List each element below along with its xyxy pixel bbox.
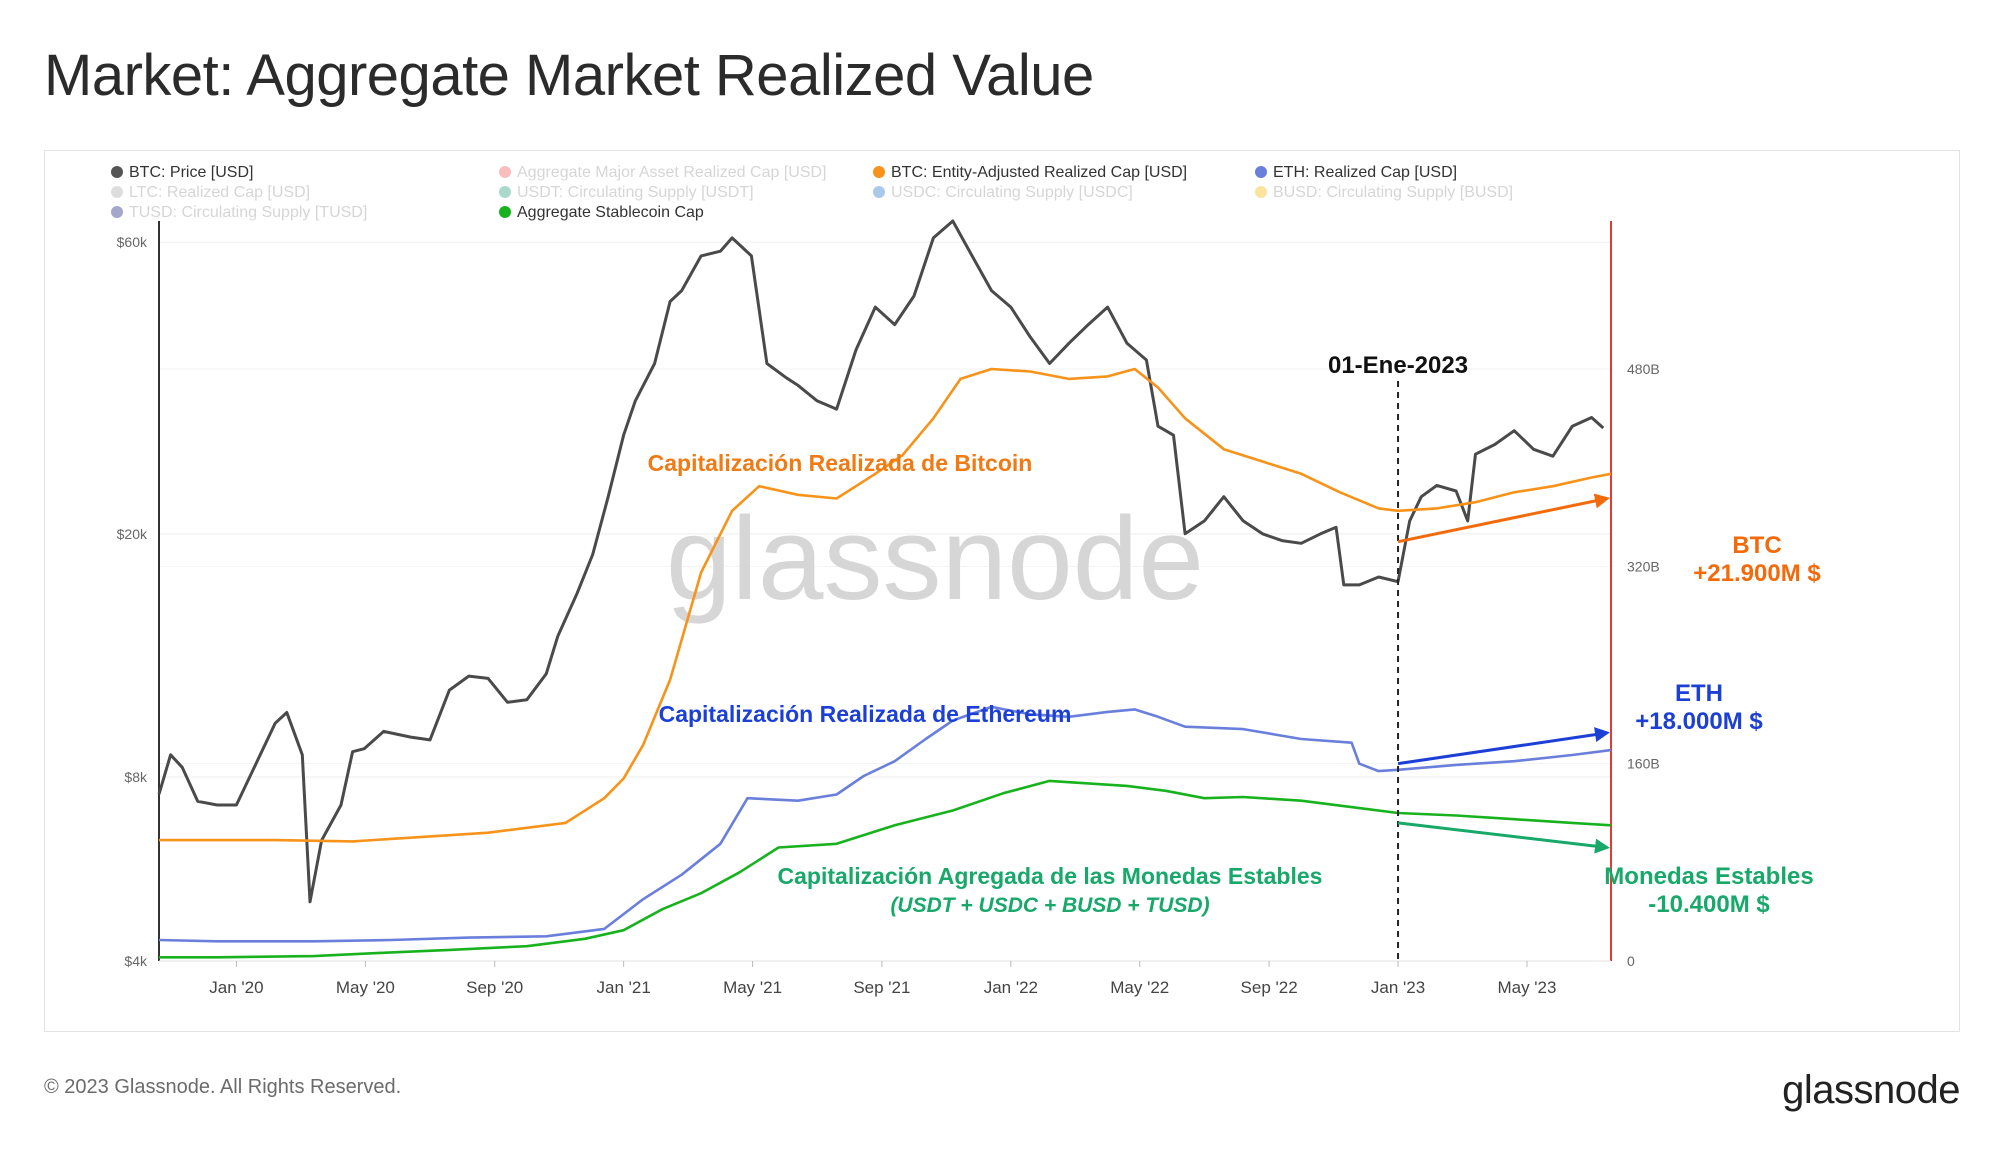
series-line <box>157 219 1605 904</box>
legend-item[interactable]: Aggregate Stablecoin Cap <box>499 204 704 221</box>
change-value-label: +18.000M $ <box>1635 708 1763 735</box>
legend-swatch <box>1255 186 1267 198</box>
series-line <box>159 367 1612 843</box>
x-tick-label: Sep '21 <box>853 978 910 997</box>
legend-label: BTC: Entity-Adjusted Realized Cap [USD] <box>891 164 1187 181</box>
legend-label: USDT: Circulating Supply [USDT] <box>517 184 754 201</box>
legend-swatch <box>499 206 511 218</box>
legend-label: USDC: Circulating Supply [USDC] <box>891 184 1133 201</box>
trend-arrow <box>1397 821 1610 854</box>
series-lines <box>157 219 1612 959</box>
legend-item[interactable]: BUSD: Circulating Supply [BUSD] <box>1255 184 1513 201</box>
legend-item[interactable]: Aggregate Major Asset Realized Cap [USD] <box>499 164 826 181</box>
change-asset-label: Monedas Estables <box>1604 863 1813 890</box>
x-tick-label: May '22 <box>1110 978 1169 997</box>
legend-label: ETH: Realized Cap [USD] <box>1273 164 1457 181</box>
x-tick-label: Jan '21 <box>596 978 650 997</box>
change-value-label: +21.900M $ <box>1693 560 1821 587</box>
series-line <box>159 779 1612 959</box>
trend-arrow <box>1397 727 1610 766</box>
x-tick-label: May '23 <box>1497 978 1556 997</box>
marker-label: 01-Ene-2023 <box>1328 352 1468 379</box>
legend-label: Aggregate Major Asset Realized Cap [USD] <box>517 164 826 181</box>
footer-logo[interactable]: glassnode <box>1782 1068 1960 1112</box>
legend-label: LTC: Realized Cap [USD] <box>129 184 310 201</box>
x-tick-label: Jan '23 <box>1371 978 1425 997</box>
x-tick-label: Sep '22 <box>1241 978 1298 997</box>
legend-label: TUSD: Circulating Supply [TUSD] <box>129 204 367 221</box>
legend-item[interactable]: BTC: Entity-Adjusted Realized Cap [USD] <box>873 164 1187 181</box>
annotations: Capitalización Realizada de Bitcoin Capit… <box>648 450 1822 918</box>
legend-swatch <box>111 166 123 178</box>
legend-label: BTC: Price [USD] <box>129 164 253 181</box>
axes: $4k $8k $20k $60k 0 160B 320B 480B Jan '20 May '2… <box>117 221 1660 997</box>
series-label: Capitalización Agregada de las Monedas E… <box>778 863 1323 889</box>
y-left-tick-label: $20k <box>117 526 148 542</box>
legend-item[interactable]: ETH: Realized Cap [USD] <box>1255 164 1457 181</box>
y-left-tick-label: $60k <box>117 234 148 250</box>
footer-copyright: © 2023 Glassnode. All Rights Reserved. <box>44 1076 402 1098</box>
legend-item[interactable]: BTC: Price [USD] <box>111 164 253 181</box>
series-line <box>158 705 1612 943</box>
legend-item[interactable]: LTC: Realized Cap [USD] <box>111 184 310 201</box>
legend-swatch <box>111 186 123 198</box>
legend-item[interactable]: TUSD: Circulating Supply [TUSD] <box>111 204 367 221</box>
y-right-tick-label: 480B <box>1627 361 1660 377</box>
legend-swatch <box>873 186 885 198</box>
x-tick-label: May '21 <box>723 978 782 997</box>
legend-swatch <box>873 166 885 178</box>
legend-swatch <box>1255 166 1267 178</box>
y-left-tick-label: $8k <box>124 769 148 785</box>
y-left-tick-label: $4k <box>124 953 148 969</box>
x-tick-label: Jan '20 <box>209 978 263 997</box>
legend-label: BUSD: Circulating Supply [BUSD] <box>1273 184 1513 201</box>
legend-swatch <box>499 166 511 178</box>
series-label: Capitalización Realizada de Bitcoin <box>648 450 1033 476</box>
chart-svg: glassnode $4k $8k $20k $60k 0 160B 320B 480B Jan… <box>111 164 1822 997</box>
date-marker: 01-Ene-2023 <box>1328 352 1468 961</box>
legend-swatch <box>499 186 511 198</box>
series-label: Capitalización Realizada de Ethereum <box>659 701 1072 727</box>
x-tick-label: Jan '22 <box>984 978 1038 997</box>
change-asset-label: BTC <box>1732 532 1781 559</box>
y-right-tick-label: 160B <box>1627 756 1660 772</box>
x-tick-label: Sep '20 <box>466 978 523 997</box>
chart-panel: glassnode $4k $8k $20k $60k 0 160B 320B 480B Jan… <box>44 150 1960 1032</box>
watermark: glassnode <box>666 493 1204 625</box>
trend-arrow <box>1397 493 1610 544</box>
series-label: (USDT + USDC + BUSD + TUSD) <box>890 894 1209 917</box>
legend-item[interactable]: USDT: Circulating Supply [USDT] <box>499 184 754 201</box>
change-value-label: -10.400M $ <box>1648 891 1770 918</box>
y-right-tick-label: 320B <box>1627 558 1660 574</box>
page-title: Market: Aggregate Market Realized Value <box>44 43 1094 108</box>
change-asset-label: ETH <box>1675 680 1723 707</box>
legend-swatch <box>111 206 123 218</box>
y-right-tick-label: 0 <box>1627 953 1635 969</box>
legend: BTC: Price [USD] Aggregate Major Asset Re… <box>111 164 1513 221</box>
legend-item[interactable]: USDC: Circulating Supply [USDC] <box>873 184 1133 201</box>
legend-label: Aggregate Stablecoin Cap <box>517 204 704 221</box>
x-tick-label: May '20 <box>336 978 395 997</box>
